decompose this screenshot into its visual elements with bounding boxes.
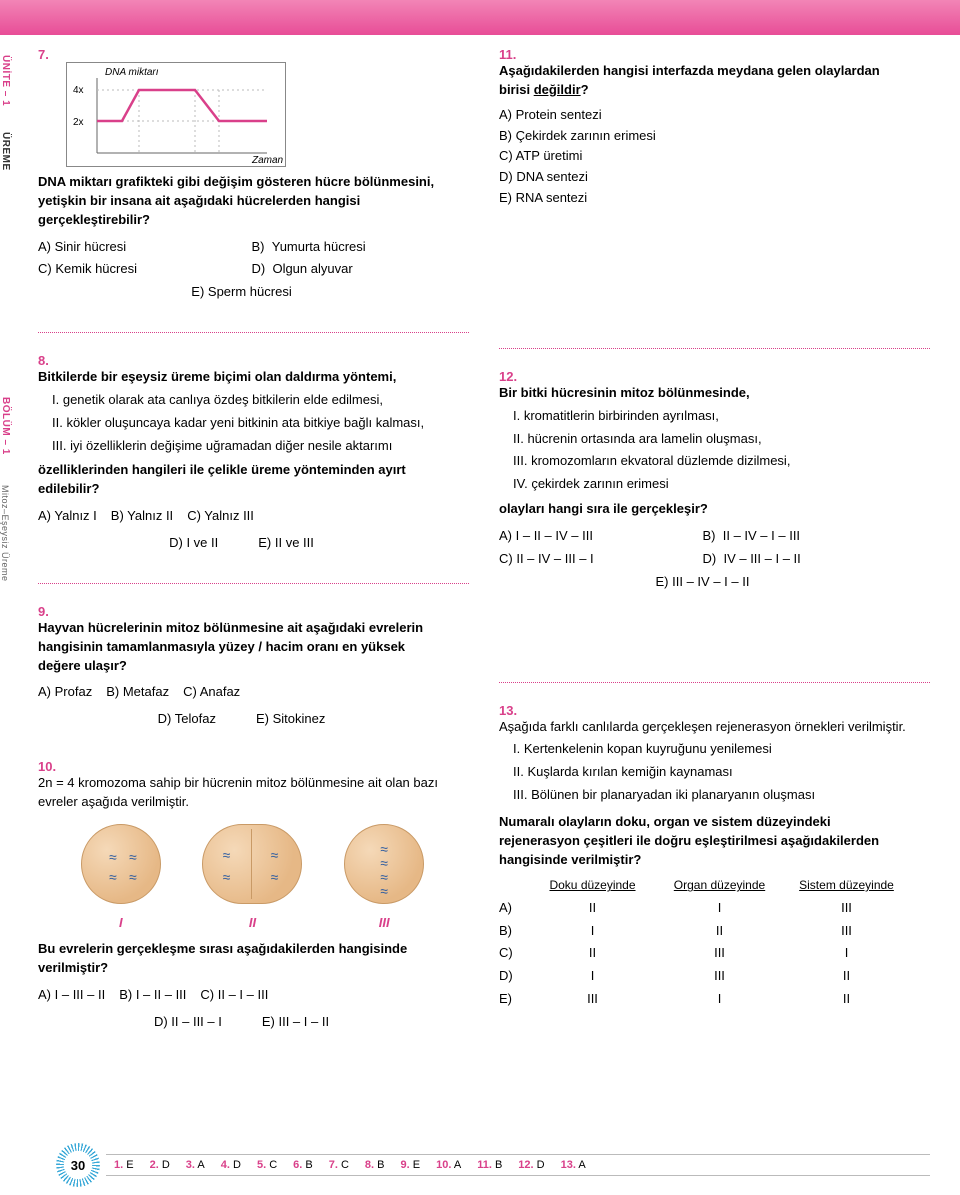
answer-list: 1. E 2. D 3. A 4. D 5. C 6. B 7. C 8. B 9. E 10. … xyxy=(106,1154,930,1176)
q8-ii: II. kökler oluşuncaya kadar yeni bitkini… xyxy=(52,414,445,433)
answer-item: 5. C xyxy=(257,1159,277,1171)
q12-stem2: olayları hangi sıra ile gerçekleşir? xyxy=(499,500,906,519)
answer-item: 10. A xyxy=(436,1159,461,1171)
q13-lead: Aşağıda farklı canlılarda gerçekleşen re… xyxy=(499,718,906,737)
subsection-tab: Mitoz–Eşeysiz Üreme xyxy=(0,477,10,590)
q12-iii: III. kromozomların ekvatoral düzlemde di… xyxy=(513,452,906,471)
q10-lead: 2n = 4 kromozoma sahip bir hücrenin mito… xyxy=(38,774,445,812)
question-13: 13. Aşağıda farklı canlılarda gerçekleşe… xyxy=(499,703,930,1010)
table-row: D)IIIIII xyxy=(499,967,906,986)
q8-options: A) Yalnız I B) Yalnız II C) Yalnız III D… xyxy=(38,505,445,555)
topic-tab: ÜREME xyxy=(0,124,11,179)
q7-stem: DNA miktarı grafikteki gibi değişim göst… xyxy=(38,173,445,230)
question-12: 12. Bir bitki hücresinin mitoz bölünmesi… xyxy=(499,369,930,594)
q8-lead: Bitkilerde bir eşeysiz üreme biçimi olan… xyxy=(38,368,445,387)
q12-ii: II. hücrenin ortasında ara lamelin oluşm… xyxy=(513,430,906,449)
q8-i: I. genetik olarak ata canlıya özdeş bitk… xyxy=(52,391,445,410)
question-11: 11. Aşağıdakilerden hangisi interfazda m… xyxy=(499,47,930,210)
answer-item: 11. B xyxy=(477,1159,502,1171)
side-tabs: ÜNİTE – 1 ÜREME BÖLÜM – 1 Mitoz–Eşeysiz … xyxy=(0,35,30,1062)
q12-i: I. kromatitlerin birbirinden ayrılması, xyxy=(513,407,906,426)
header-band xyxy=(0,0,960,35)
page-number: 30 xyxy=(71,1158,85,1173)
q10-cells: ≈ ≈ ≈ ≈ I ≈ ≈ ≈ ≈ xyxy=(60,824,445,933)
content-columns: 7. DNA miktarı 4x 2x Zaman xyxy=(30,35,960,1062)
q8-iii: III. iyi özelliklerin değişime uğramadan… xyxy=(52,437,445,456)
answer-item: 12. D xyxy=(518,1159,544,1171)
answer-item: 1. E xyxy=(114,1159,134,1171)
table-row: C)IIIIII xyxy=(499,944,906,963)
chart-tick-4x: 4x xyxy=(73,85,84,96)
right-column: 11. Aşağıdakilerden hangisi interfazda m… xyxy=(499,47,930,1062)
q11-options: A) Protein sentezi B) Çekirdek zarının e… xyxy=(499,106,906,208)
q12-options: A) I – II – IV – III B) II – IV – I – II… xyxy=(499,525,906,592)
q10-stem2: Bu evrelerin gerçekleşme sırası aşağıdak… xyxy=(38,940,445,978)
page-number-badge: 30 xyxy=(60,1147,96,1183)
cell-2: ≈ ≈ ≈ ≈ xyxy=(202,824,302,904)
table-row: A)IIIIII xyxy=(499,899,906,918)
q10-number: 10. xyxy=(38,759,60,774)
section-tab: BÖLÜM – 1 xyxy=(0,389,11,463)
q9-number: 9. xyxy=(38,604,60,619)
q13-i: I. Kertenkelenin kopan kuyruğunu yenilem… xyxy=(513,740,906,759)
answer-item: 13. A xyxy=(561,1159,586,1171)
q13-number: 13. xyxy=(499,703,521,718)
page-body: ÜNİTE – 1 ÜREME BÖLÜM – 1 Mitoz–Eşeysiz … xyxy=(0,35,960,1062)
question-7: 7. DNA miktarı 4x 2x Zaman xyxy=(38,47,469,304)
q8-number: 8. xyxy=(38,353,60,368)
cell-1-label: I xyxy=(81,914,161,933)
q13-stem2: Numaralı olayların doku, organ ve sistem… xyxy=(499,813,906,870)
question-8: 8. Bitkilerde bir eşeysiz üreme biçimi o… xyxy=(38,353,469,555)
q7-options: A) Sinir hücresi B) Yumurta hücresi C) K… xyxy=(38,236,445,303)
chart-y-label: DNA miktarı xyxy=(105,67,159,78)
q7-number: 7. xyxy=(38,47,60,62)
q13-iii: III. Bölünen bir planaryadan iki planary… xyxy=(513,786,906,805)
chart-tick-2x: 2x xyxy=(73,117,84,128)
question-10: 10. 2n = 4 kromozoma sahip bir hücrenin … xyxy=(38,759,469,1034)
cell-2-label: II xyxy=(202,914,302,933)
question-9: 9. Hayvan hücrelerinin mitoz bölünmesine… xyxy=(38,604,469,731)
q12-lead: Bir bitki hücresinin mitoz bölünmesinde, xyxy=(499,384,906,403)
left-column: 7. DNA miktarı 4x 2x Zaman xyxy=(38,47,469,1062)
cell-1: ≈ ≈ ≈ ≈ xyxy=(81,824,161,904)
answer-item: 6. B xyxy=(293,1159,313,1171)
q10-options: A) I – III – II B) I – II – III C) II – … xyxy=(38,984,445,1034)
q11-number: 11. xyxy=(499,47,521,62)
cell-3-label: III xyxy=(344,914,424,933)
q7-chart: DNA miktarı 4x 2x Zaman xyxy=(66,62,286,167)
q9-stem: Hayvan hücrelerinin mitoz bölünmesine ai… xyxy=(38,619,445,676)
answer-item: 2. D xyxy=(150,1159,170,1171)
q9-options: A) Profaz B) Metafaz C) Anafaz D) Telofa… xyxy=(38,681,445,731)
separator xyxy=(499,682,930,683)
chart-x-label: Zaman xyxy=(251,155,284,166)
q13-table-rows: A)IIIIII B)IIIIII C)IIIIII D)IIIIII E)IIIIII xyxy=(499,899,906,1009)
q12-number: 12. xyxy=(499,369,521,384)
answer-item: 7. C xyxy=(329,1159,349,1171)
answer-item: 3. A xyxy=(186,1159,205,1171)
q11-stem: Aşağıdakilerden hangisi interfazda meyda… xyxy=(499,62,906,100)
table-row: E)IIIIII xyxy=(499,990,906,1009)
separator xyxy=(38,332,469,333)
q12-iv: IV. çekirdek zarının erimesi xyxy=(513,475,906,494)
answer-item: 4. D xyxy=(221,1159,241,1171)
table-row: B)IIIIII xyxy=(499,922,906,941)
separator xyxy=(38,583,469,584)
answer-item: 9. E xyxy=(401,1159,421,1171)
q8-stem2: özelliklerinden hangileri ile çelikle ür… xyxy=(38,461,445,499)
cell-3: ≈ ≈ ≈ ≈ xyxy=(344,824,424,904)
unit-tab: ÜNİTE – 1 xyxy=(0,47,11,114)
answer-key: 30 1. E2. D3. A4. D5. C6. B7. C8. B9. E1… xyxy=(60,1147,930,1183)
separator xyxy=(499,348,930,349)
answer-item: 8. B xyxy=(365,1159,385,1171)
chart-line xyxy=(97,90,267,121)
q13-ii: II. Kuşlarda kırılan kemiğin kaynaması xyxy=(513,763,906,782)
q13-table-head: Doku düzeyinde Organ düzeyinde Sistem dü… xyxy=(499,877,906,894)
